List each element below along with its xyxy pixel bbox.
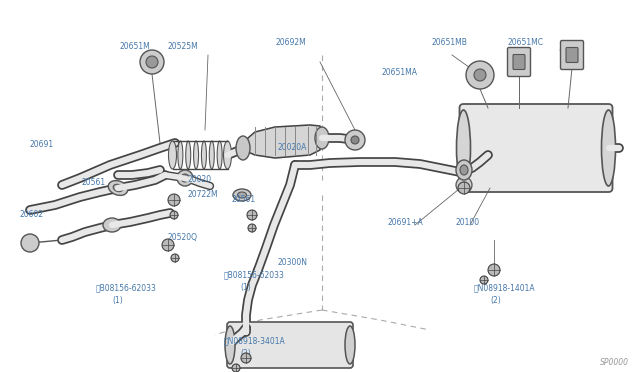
Circle shape: [241, 353, 251, 363]
Text: 20020: 20020: [188, 175, 212, 184]
Ellipse shape: [236, 136, 250, 160]
Circle shape: [146, 56, 158, 68]
FancyBboxPatch shape: [513, 55, 525, 70]
Text: ⒷB08156-62033: ⒷB08156-62033: [96, 283, 157, 292]
Text: 20520Q: 20520Q: [168, 233, 198, 242]
Text: (1): (1): [240, 283, 251, 292]
Circle shape: [162, 239, 174, 251]
FancyBboxPatch shape: [460, 104, 612, 192]
FancyBboxPatch shape: [566, 48, 578, 62]
Text: 20525M: 20525M: [168, 42, 199, 51]
Circle shape: [170, 211, 178, 219]
Ellipse shape: [456, 160, 472, 180]
Circle shape: [232, 364, 240, 372]
Text: 20602: 20602: [20, 210, 44, 219]
Text: 20561: 20561: [232, 195, 256, 204]
Text: ⒷB08156-62033: ⒷB08156-62033: [224, 270, 285, 279]
FancyBboxPatch shape: [508, 48, 531, 77]
Ellipse shape: [456, 110, 470, 186]
Ellipse shape: [345, 326, 355, 364]
Ellipse shape: [168, 141, 177, 169]
Text: (2): (2): [240, 349, 251, 358]
Circle shape: [171, 254, 179, 262]
Ellipse shape: [233, 189, 251, 201]
Circle shape: [474, 69, 486, 81]
Ellipse shape: [460, 165, 468, 175]
Ellipse shape: [209, 141, 214, 169]
Text: 20691+A: 20691+A: [388, 218, 424, 227]
Ellipse shape: [178, 141, 183, 169]
Circle shape: [480, 276, 488, 284]
Ellipse shape: [202, 141, 207, 169]
Text: (1): (1): [112, 296, 123, 305]
Ellipse shape: [186, 141, 191, 169]
Ellipse shape: [113, 184, 123, 192]
Text: 20692M: 20692M: [276, 38, 307, 47]
Text: 20651MC: 20651MC: [508, 38, 544, 47]
Ellipse shape: [108, 180, 128, 195]
Text: 20100: 20100: [456, 218, 480, 227]
Ellipse shape: [315, 127, 329, 149]
Circle shape: [248, 224, 256, 232]
Text: 20651MB: 20651MB: [432, 38, 468, 47]
Ellipse shape: [217, 141, 222, 169]
Text: (2): (2): [490, 296, 500, 305]
Text: 20651M: 20651M: [119, 42, 150, 51]
Circle shape: [456, 177, 472, 193]
Ellipse shape: [193, 141, 198, 169]
Circle shape: [21, 234, 39, 252]
Text: 20020A: 20020A: [278, 143, 307, 152]
Text: ⓃN08918-1401A: ⓃN08918-1401A: [474, 283, 536, 292]
Text: 20561: 20561: [82, 178, 106, 187]
Text: 20651MA: 20651MA: [382, 68, 418, 77]
FancyBboxPatch shape: [561, 41, 584, 70]
Text: 20722M: 20722M: [188, 190, 219, 199]
Text: SP0000: SP0000: [600, 358, 629, 367]
Polygon shape: [243, 125, 322, 158]
Ellipse shape: [223, 141, 232, 169]
Circle shape: [461, 182, 467, 188]
FancyBboxPatch shape: [227, 322, 353, 368]
Circle shape: [247, 210, 257, 220]
Circle shape: [458, 182, 470, 194]
Ellipse shape: [237, 192, 246, 198]
Ellipse shape: [602, 110, 616, 186]
Text: 20300N: 20300N: [278, 258, 308, 267]
Ellipse shape: [225, 326, 235, 364]
Circle shape: [181, 174, 189, 182]
Circle shape: [351, 136, 359, 144]
Circle shape: [177, 170, 193, 186]
Text: 20691: 20691: [30, 140, 54, 149]
Circle shape: [345, 130, 365, 150]
Circle shape: [466, 61, 494, 89]
Circle shape: [140, 50, 164, 74]
Ellipse shape: [103, 218, 121, 232]
Circle shape: [168, 194, 180, 206]
Text: ⓃN08918-3401A: ⓃN08918-3401A: [224, 336, 285, 345]
Circle shape: [488, 264, 500, 276]
